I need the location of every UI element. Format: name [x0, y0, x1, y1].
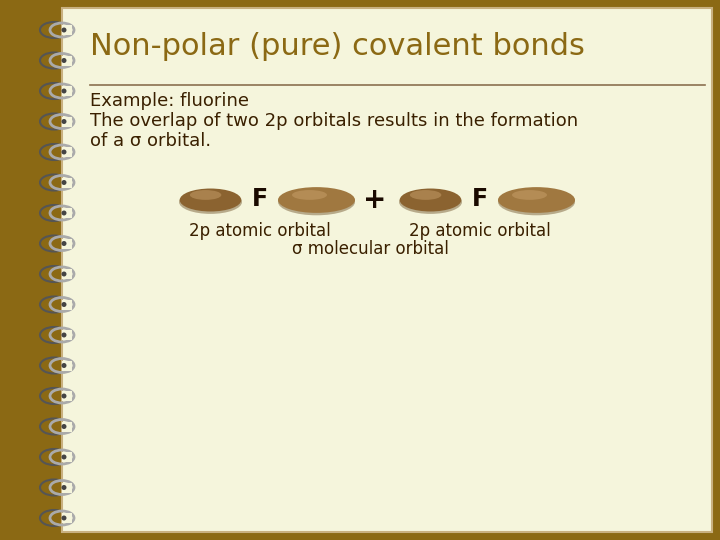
Ellipse shape: [61, 516, 66, 521]
Text: σ molecular orbital: σ molecular orbital: [292, 240, 449, 258]
FancyBboxPatch shape: [62, 513, 72, 523]
Ellipse shape: [61, 28, 66, 32]
Ellipse shape: [292, 190, 327, 200]
Text: 2p atomic orbital: 2p atomic orbital: [189, 222, 331, 240]
Ellipse shape: [61, 58, 66, 63]
FancyBboxPatch shape: [62, 361, 72, 370]
FancyBboxPatch shape: [62, 483, 72, 492]
Ellipse shape: [278, 187, 355, 213]
Ellipse shape: [61, 333, 66, 338]
FancyBboxPatch shape: [62, 269, 72, 279]
FancyBboxPatch shape: [62, 147, 72, 157]
Ellipse shape: [61, 211, 66, 215]
FancyBboxPatch shape: [62, 422, 72, 431]
FancyBboxPatch shape: [62, 208, 72, 218]
Ellipse shape: [61, 180, 66, 185]
Ellipse shape: [512, 190, 547, 200]
Ellipse shape: [278, 188, 355, 215]
Ellipse shape: [61, 150, 66, 154]
Ellipse shape: [61, 272, 66, 276]
FancyBboxPatch shape: [62, 117, 72, 126]
Ellipse shape: [61, 455, 66, 460]
FancyBboxPatch shape: [62, 330, 72, 340]
Ellipse shape: [410, 190, 441, 200]
Text: Non-polar (pure) covalent bonds: Non-polar (pure) covalent bonds: [90, 32, 585, 61]
FancyBboxPatch shape: [62, 86, 72, 96]
Text: F: F: [252, 187, 268, 211]
FancyBboxPatch shape: [62, 8, 712, 532]
Ellipse shape: [61, 302, 66, 307]
Ellipse shape: [61, 89, 66, 93]
FancyBboxPatch shape: [62, 300, 72, 309]
Text: Example: fluorine: Example: fluorine: [90, 92, 249, 110]
Ellipse shape: [190, 190, 221, 200]
Ellipse shape: [61, 485, 66, 490]
Ellipse shape: [399, 190, 462, 214]
Ellipse shape: [498, 188, 575, 215]
Text: 2p atomic orbital: 2p atomic orbital: [409, 222, 551, 240]
Ellipse shape: [61, 119, 66, 124]
FancyBboxPatch shape: [62, 391, 72, 401]
Ellipse shape: [179, 190, 242, 214]
Text: The overlap of two 2p orbitals results in the formation: The overlap of two 2p orbitals results i…: [90, 112, 578, 130]
FancyBboxPatch shape: [62, 56, 72, 65]
FancyBboxPatch shape: [62, 25, 72, 35]
FancyBboxPatch shape: [62, 452, 72, 462]
Text: F: F: [472, 187, 488, 211]
Ellipse shape: [180, 188, 241, 212]
Text: of a σ orbital.: of a σ orbital.: [90, 132, 211, 150]
Ellipse shape: [61, 363, 66, 368]
Text: +: +: [364, 186, 387, 214]
Ellipse shape: [400, 188, 462, 212]
Ellipse shape: [61, 241, 66, 246]
Ellipse shape: [498, 187, 575, 213]
Ellipse shape: [61, 424, 66, 429]
FancyBboxPatch shape: [62, 178, 72, 187]
Ellipse shape: [61, 394, 66, 399]
FancyBboxPatch shape: [62, 239, 72, 248]
